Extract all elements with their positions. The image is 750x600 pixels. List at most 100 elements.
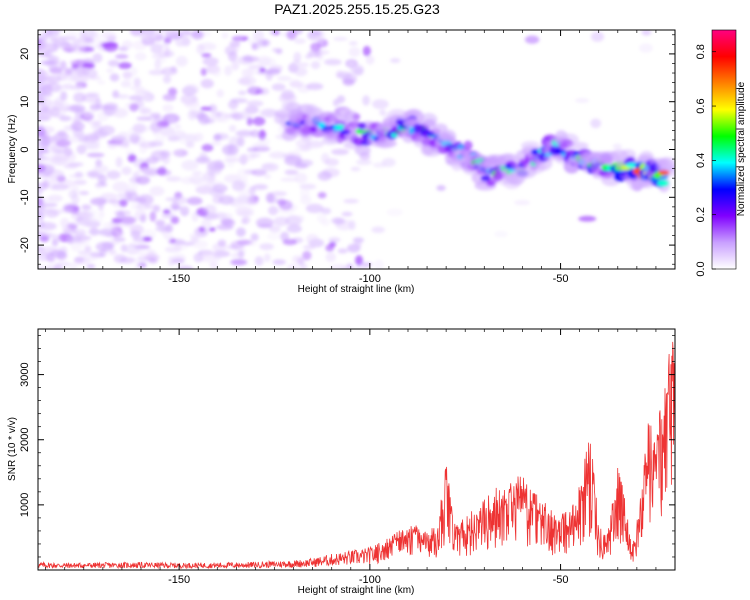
noise-blob <box>305 82 324 91</box>
noise-blob <box>332 98 339 107</box>
noise-blob <box>249 153 261 158</box>
noise-blob <box>90 197 107 206</box>
noise-blob <box>133 262 142 269</box>
noise-blob <box>129 85 145 91</box>
noise-blob <box>172 130 187 140</box>
noise-blob <box>51 183 69 191</box>
noise-blob <box>46 54 57 60</box>
noise-blob <box>38 140 50 150</box>
noise-blob <box>162 153 171 165</box>
noise-blob <box>310 42 321 52</box>
noise-blob <box>254 256 264 266</box>
noise-blob <box>251 169 267 177</box>
noise-blob <box>193 252 204 263</box>
noise-blob <box>156 167 167 176</box>
noise-blob <box>436 184 446 191</box>
noise-blob <box>162 75 172 84</box>
noise-blob <box>68 174 84 179</box>
noise-blob <box>67 235 82 243</box>
noise-blob <box>87 229 105 235</box>
noise-blob <box>259 57 277 67</box>
noise-blob <box>228 124 237 132</box>
noise-blob <box>155 219 166 227</box>
noise-blob <box>164 30 183 40</box>
noise-blob <box>291 255 304 263</box>
noise-blob <box>341 211 353 217</box>
noise-blob <box>149 121 162 133</box>
noise-blob <box>38 265 53 269</box>
noise-blob <box>38 154 49 164</box>
colorbar-tick-label: 0.0 <box>695 261 707 276</box>
noise-blob <box>107 59 120 67</box>
noise-blob <box>38 33 54 40</box>
noise-blob <box>331 148 349 156</box>
noise-blob <box>266 233 281 240</box>
noise-blob <box>171 205 183 211</box>
noise-blob <box>200 106 212 111</box>
noise-blob <box>139 214 147 223</box>
noise-blob <box>97 203 104 211</box>
noise-blob <box>115 228 126 239</box>
colorbar-gradient <box>712 30 736 269</box>
noise-blob <box>590 31 605 42</box>
noise-blob <box>129 224 144 235</box>
isolated-blob <box>578 215 597 222</box>
noise-blob <box>137 249 145 258</box>
noise-blob <box>132 171 140 179</box>
noise-blob <box>230 259 248 266</box>
noise-blob <box>71 210 84 217</box>
noise-blob <box>641 30 652 36</box>
noise-blob <box>248 241 258 247</box>
noise-blob <box>128 94 146 101</box>
noise-blob <box>192 240 208 249</box>
noise-blob <box>250 233 259 242</box>
noise-blob <box>185 133 198 144</box>
noise-blob <box>124 191 132 202</box>
noise-blob <box>206 166 222 176</box>
noise-blob <box>252 183 268 191</box>
noise-blob <box>316 213 327 224</box>
ridge-halo <box>376 137 393 149</box>
noise-blob <box>350 166 361 172</box>
noise-blob <box>216 224 234 231</box>
noise-blob <box>38 96 46 106</box>
noise-blob <box>64 67 83 78</box>
noise-blob <box>231 180 246 192</box>
snr-ticks: -150 -100 -50 1000 2000 3000 <box>19 329 676 586</box>
noise-blob <box>221 144 239 156</box>
noise-blob <box>144 253 160 262</box>
noise-blob <box>343 198 359 204</box>
noise-blob <box>317 191 327 199</box>
noise-blob <box>324 158 339 167</box>
y-tick-label: 0 <box>19 146 31 152</box>
noise-blob <box>55 261 71 267</box>
noise-blob <box>45 147 56 158</box>
noise-blob <box>72 116 81 126</box>
noise-blob <box>211 211 227 220</box>
noise-blob <box>347 61 356 67</box>
noise-blob <box>42 137 58 143</box>
noise-blob <box>294 66 308 77</box>
noise-blob <box>230 98 248 104</box>
noise-blob <box>70 221 82 226</box>
noise-blob <box>191 211 199 222</box>
noise-blob <box>97 80 106 85</box>
noise-blob <box>203 204 217 215</box>
noise-blob <box>155 226 171 232</box>
noise-blob <box>183 83 200 95</box>
noise-blob <box>281 89 295 100</box>
noise-blob <box>265 68 282 74</box>
noise-blob <box>133 77 141 88</box>
noise-blob <box>122 70 133 79</box>
noise-blob <box>333 217 346 225</box>
noise-blob <box>51 239 59 247</box>
noise-blob <box>286 30 297 41</box>
noise-blob <box>59 60 67 71</box>
noise-blob <box>306 140 324 149</box>
noise-blob <box>81 204 91 210</box>
noise-blob <box>40 83 53 95</box>
noise-blob <box>78 190 90 196</box>
noise-blob <box>181 160 199 171</box>
